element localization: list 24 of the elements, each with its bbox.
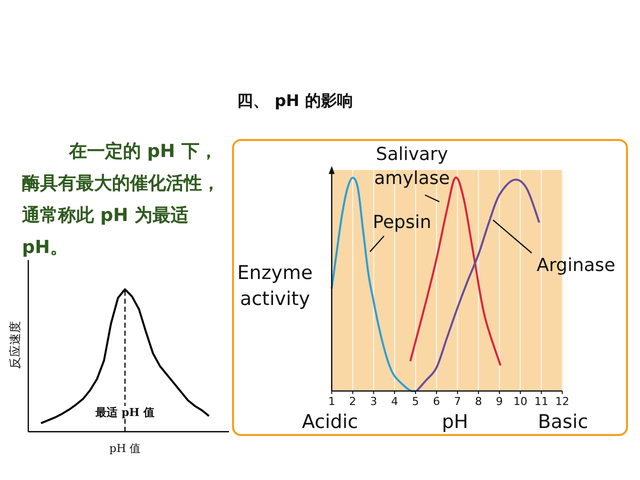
- x-axis-title: pH: [442, 411, 468, 433]
- x-tick-label: 8: [474, 395, 482, 408]
- x-axis-title: pH 值: [109, 442, 141, 455]
- text: Acidic: [302, 411, 358, 433]
- x-tick-label: 9: [496, 395, 503, 408]
- x-tick-label: 2: [349, 395, 356, 408]
- x-tick-label: 3: [370, 395, 378, 408]
- x-tick-label: 10: [513, 395, 528, 408]
- x-tick-label: 7: [454, 395, 461, 408]
- x-tick-label: 4: [391, 395, 398, 408]
- text: 四、 pH 的影响: [237, 91, 353, 110]
- y-axis-title: Enzyme activity: [237, 262, 313, 310]
- x-tick-label: 5: [412, 395, 420, 408]
- series-label: Arginase: [536, 255, 616, 276]
- x-tick-label: 6: [433, 395, 440, 408]
- series-label: Salivary amylase: [374, 144, 450, 189]
- text: Basic: [538, 411, 588, 433]
- x-tick-label: 1: [328, 395, 336, 408]
- series-label: Pepsin: [372, 212, 432, 233]
- x-tick-label: 11: [534, 395, 548, 408]
- y-axis-title: 反应速度: [8, 321, 22, 369]
- x-tick-label: 12: [555, 395, 570, 408]
- text: 在一定的 pH 下，酶具有最大的催化活性，通常称此 pH 为最适 pH。: [22, 140, 221, 260]
- annotation: 最适 pH 值: [94, 406, 154, 419]
